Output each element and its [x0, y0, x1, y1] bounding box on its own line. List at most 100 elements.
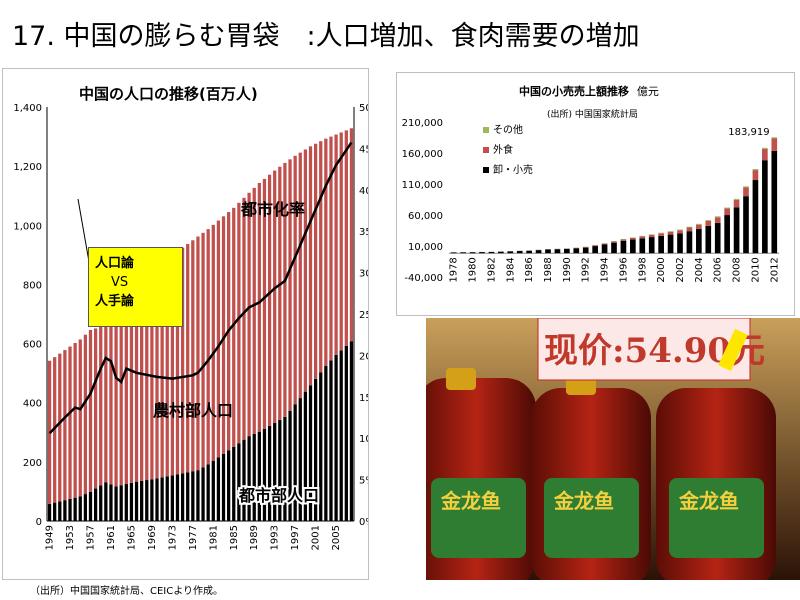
retail-bar-other — [686, 226, 693, 228]
bar-urban — [206, 464, 210, 521]
bar-rural — [273, 170, 277, 423]
retail-bar-food — [630, 237, 636, 240]
bar-rural — [257, 182, 261, 432]
bar-rural — [242, 197, 246, 440]
retail-bar-wholesale — [743, 196, 749, 254]
bar-urban — [313, 378, 318, 521]
brand-text-3: 金龙鱼 — [678, 489, 739, 513]
retail-chart-svg: -40,000 10,000 60,000 110,000 160,000 210,000… — [402, 118, 781, 284]
retail-chart-source: (出所) 中国国家統計局 — [547, 110, 638, 120]
bar-rural — [175, 253, 180, 475]
bar-rural — [262, 178, 267, 429]
retail-bar-other — [639, 235, 646, 237]
x-tick-label: 1989 — [249, 525, 260, 550]
bar-rural — [344, 130, 348, 346]
bar-rural — [324, 138, 328, 367]
y-tick-label: 600 — [23, 340, 42, 351]
bar-urban — [165, 476, 169, 521]
retail-bar-other — [714, 216, 721, 218]
retail-bar-wholesale — [696, 229, 702, 254]
legend-item-other: その他 — [483, 121, 533, 141]
bar-urban — [298, 398, 302, 521]
bar-rural — [160, 270, 164, 478]
bar-urban — [227, 450, 231, 521]
retail-bar-wholesale — [564, 248, 570, 254]
cooking-oil-photo: 金龙鱼 金龙鱼 金龙鱼 现价:54.90元 — [426, 318, 800, 580]
bar-rural — [313, 143, 318, 379]
retail-bar-wholesale — [582, 247, 589, 254]
bar-rural — [145, 288, 149, 481]
bar-rural — [211, 224, 215, 461]
bar-rural — [237, 202, 241, 444]
bottle-3: 金龙鱼 — [656, 388, 776, 580]
bar-rural — [150, 282, 154, 480]
retail-x-tick-label: 2004 — [694, 257, 705, 282]
bar-rural — [73, 342, 77, 498]
bar-urban — [257, 431, 261, 521]
bar-rural — [63, 350, 67, 501]
bar-urban — [83, 494, 88, 521]
retail-x-tick-label: 1982 — [486, 257, 497, 282]
bar-urban — [283, 416, 287, 521]
bar-urban — [267, 425, 272, 521]
bar-rural — [339, 132, 343, 351]
legend-swatch-retail — [483, 167, 489, 173]
bar-rural — [252, 187, 256, 434]
retail-x-tick-label: 1998 — [637, 257, 648, 282]
bar-urban — [288, 410, 292, 521]
retail-bar-wholesale — [771, 150, 778, 254]
retail-bar-other — [771, 137, 778, 139]
bar-urban — [334, 354, 338, 521]
bar-urban — [216, 457, 221, 521]
bar-urban — [109, 484, 113, 521]
bar-urban — [319, 372, 323, 521]
cooking-oil-photo-svg: 金龙鱼 金龙鱼 金龙鱼 现价:54.90元 — [426, 318, 800, 580]
retail-peak-label: 183,919 — [728, 127, 769, 138]
y-tick-label: 400 — [23, 399, 42, 410]
retail-bar-wholesale — [469, 252, 476, 254]
bar-rural — [216, 220, 221, 458]
bar-rural — [114, 321, 118, 487]
retail-bar-food — [733, 199, 740, 208]
retail-bar-wholesale — [724, 215, 730, 254]
bar-rural — [288, 159, 292, 411]
bar-rural — [53, 357, 57, 503]
y2-tick-label: 15% — [359, 393, 368, 404]
retail-bar-food — [714, 217, 721, 223]
legend-swatch-other — [483, 127, 489, 133]
bar-urban — [201, 467, 205, 521]
retail-x-tick-label: 1986 — [524, 257, 535, 282]
retail-bar-food — [724, 208, 730, 216]
retail-bar-wholesale — [479, 252, 485, 254]
retail-x-tick-label: 1984 — [505, 257, 516, 282]
retail-y-tick-label: 160,000 — [402, 149, 443, 160]
retail-bar-wholesale — [630, 239, 636, 254]
legend-label-retail: 卸・小売 — [493, 165, 533, 176]
bar-rural — [247, 192, 251, 437]
retail-bar-food — [667, 231, 674, 235]
bar-rural — [88, 329, 93, 492]
retail-bar-wholesale — [601, 244, 608, 254]
bar-urban — [155, 478, 159, 521]
retail-chart-unit: 億元 — [636, 85, 659, 98]
bar-urban — [140, 480, 144, 521]
y2-tick-label: 40% — [359, 186, 368, 197]
bar-rural — [109, 323, 113, 485]
bar-urban — [344, 345, 348, 521]
retail-bar-wholesale — [714, 222, 721, 254]
retail-bar-food — [677, 230, 683, 234]
bar-rural — [206, 229, 210, 465]
retail-bar-wholesale — [733, 207, 740, 254]
bar-urban — [58, 501, 62, 521]
bar-rural — [196, 236, 200, 471]
bar-rural — [83, 334, 88, 495]
retail-bar-wholesale — [498, 251, 504, 254]
y2-tick-label: 0% — [359, 517, 368, 528]
x-tick-label: 1993 — [270, 525, 281, 550]
bar-urban — [47, 503, 52, 521]
retail-bar-other — [667, 231, 674, 232]
x-tick-label: 1973 — [167, 525, 178, 550]
bar-urban — [150, 479, 154, 521]
population-chart-title: 中国の人口の推移(百万人) — [79, 85, 258, 103]
x-tick-label: 2001 — [311, 525, 322, 550]
